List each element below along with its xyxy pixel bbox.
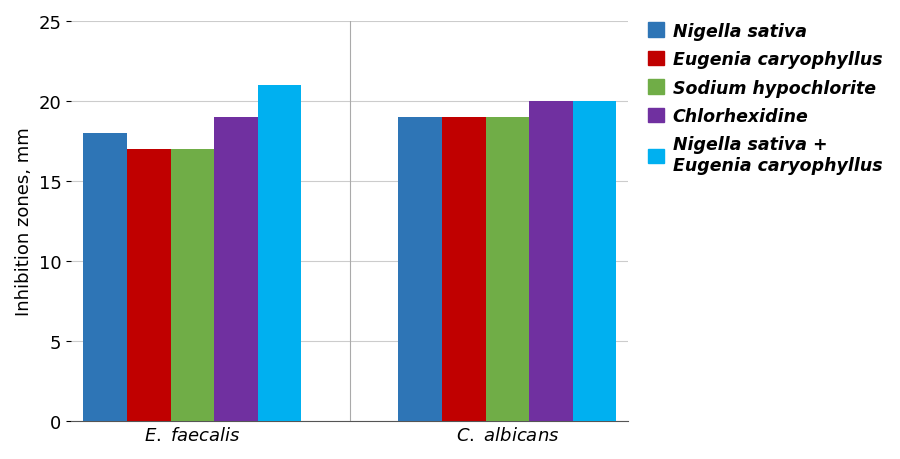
Bar bbox=[442, 118, 485, 421]
Bar bbox=[399, 118, 442, 421]
Legend: Nigella sativa, Eugenia caryophyllus, Sodium hypochlorite, Chlorhexidine, Nigell: Nigella sativa, Eugenia caryophyllus, So… bbox=[648, 22, 882, 175]
Bar bbox=[84, 134, 127, 421]
Bar bbox=[485, 118, 529, 421]
Y-axis label: Inhibition zones, mm: Inhibition zones, mm bbox=[15, 128, 33, 316]
Bar bbox=[529, 102, 572, 421]
Bar bbox=[171, 150, 214, 421]
Bar bbox=[127, 150, 171, 421]
Bar bbox=[214, 118, 257, 421]
Bar bbox=[257, 86, 302, 421]
Bar bbox=[572, 102, 616, 421]
